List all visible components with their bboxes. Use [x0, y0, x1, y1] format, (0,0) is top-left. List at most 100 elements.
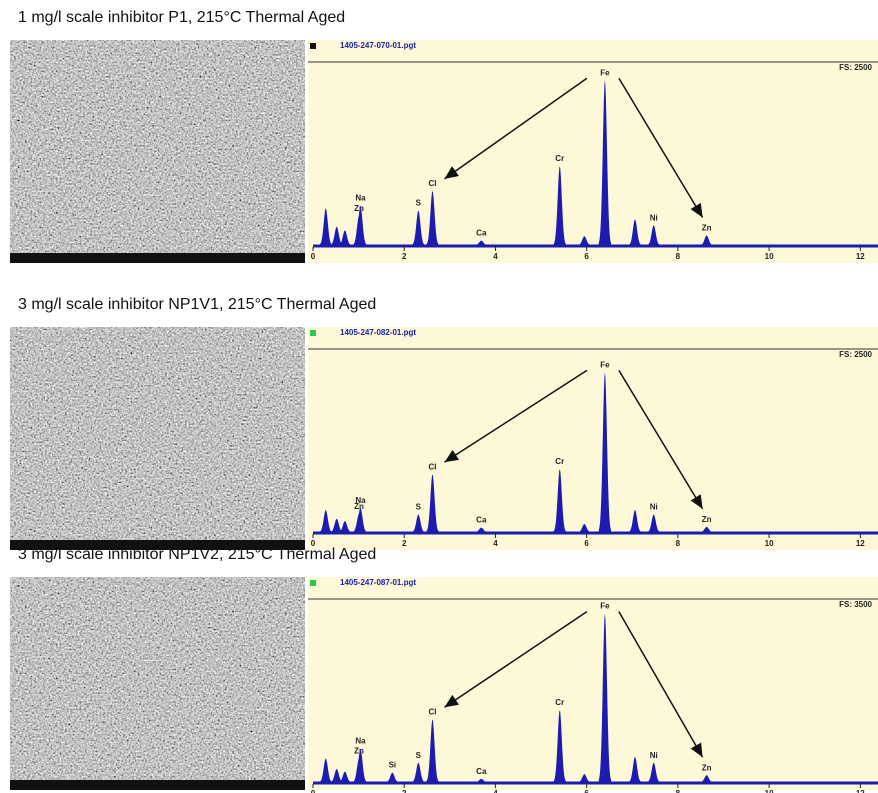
peak-label: Fe — [600, 68, 610, 77]
peak-label: Cr — [555, 154, 564, 163]
peak — [598, 372, 612, 532]
peak — [553, 709, 566, 782]
peak-label: Zn — [354, 747, 364, 756]
peak-label: Cr — [555, 698, 564, 707]
x-tick-label: 4 — [493, 252, 498, 261]
peak — [354, 507, 367, 532]
peak — [412, 210, 425, 245]
spectrum-bg — [308, 40, 878, 263]
x-tick-label: 12 — [856, 252, 865, 261]
peak — [475, 527, 488, 532]
x-tick-label: 2 — [402, 789, 407, 793]
peak — [426, 719, 439, 782]
peak — [412, 762, 425, 782]
peak — [578, 774, 591, 782]
peak — [426, 190, 439, 245]
peak-label: Zn — [354, 502, 364, 511]
peak-label: Zn — [702, 763, 712, 772]
peak — [647, 762, 660, 782]
peak-label: Na — [355, 194, 366, 203]
x-tick-label: 12 — [856, 789, 865, 793]
peak — [553, 469, 566, 532]
sem-image — [10, 577, 305, 790]
peak — [553, 165, 566, 245]
peak — [319, 208, 332, 245]
peak-label: S — [416, 503, 422, 512]
peak-label: Zn — [702, 515, 712, 524]
spectrum-bg — [308, 327, 878, 550]
peak — [354, 748, 367, 782]
peak — [475, 240, 488, 245]
peak — [412, 514, 425, 532]
peak-label: Fe — [600, 361, 610, 370]
peak-label: Na — [355, 737, 366, 746]
peak-label: Ca — [476, 516, 487, 525]
peak-label: Ca — [476, 767, 487, 776]
x-tick-label: 12 — [856, 539, 865, 548]
peak — [628, 510, 642, 532]
peak — [700, 775, 713, 782]
x-tick-label: 4 — [493, 539, 498, 548]
peak — [700, 526, 713, 532]
sem-image — [10, 40, 305, 263]
peak-label: Ni — [650, 503, 658, 512]
arrow — [444, 611, 588, 708]
arrow — [444, 77, 588, 180]
file-name: 1405-247-070-01.pgt — [340, 41, 416, 50]
x-tick-label: 10 — [765, 539, 774, 548]
x-tick-label: 0 — [311, 539, 316, 548]
peak-label: Zn — [702, 224, 712, 233]
fs-label: FS: 3500 — [839, 600, 872, 609]
x-tick-label: 2 — [402, 252, 407, 261]
arrow — [444, 369, 588, 463]
peak-label: Ni — [650, 213, 658, 222]
peak — [647, 225, 660, 245]
peak — [598, 80, 612, 245]
peak — [578, 236, 591, 245]
panel-title: 3 mg/l scale inhibitor NP1V2, 215°C Ther… — [18, 546, 376, 563]
peak-label: Cl — [428, 179, 436, 188]
x-tick-label: 8 — [676, 252, 681, 261]
arrow — [618, 370, 704, 510]
x-tick-label: 0 — [311, 789, 316, 793]
panel-title: 1 mg/l scale inhibitor P1, 215°C Thermal… — [18, 9, 345, 26]
peak-label: S — [416, 751, 422, 760]
peak — [319, 758, 332, 782]
peak-label: Cl — [428, 462, 436, 471]
panel-title: 3 mg/l scale inhibitor NP1V1, 215°C Ther… — [18, 296, 376, 313]
peak — [338, 771, 352, 782]
peak-label: S — [416, 199, 422, 208]
peak — [628, 756, 642, 782]
x-tick-label: 6 — [584, 789, 589, 793]
peak — [475, 778, 488, 782]
peak-label: Ca — [476, 229, 487, 238]
sem-image — [10, 327, 305, 550]
sem-footer — [10, 780, 305, 790]
x-tick-label: 8 — [676, 539, 681, 548]
peak — [700, 235, 713, 245]
x-tick-label: 2 — [402, 539, 407, 548]
x-tick-label: 6 — [584, 252, 589, 261]
peak — [330, 518, 343, 532]
arrow — [618, 611, 704, 758]
peak — [338, 230, 352, 245]
peak-label: Na — [355, 496, 366, 505]
x-tick-label: 8 — [676, 789, 681, 793]
peak — [338, 521, 352, 532]
peak — [354, 205, 367, 245]
fs-label: FS: 2500 — [839, 63, 872, 72]
peak — [330, 226, 343, 245]
peak — [330, 768, 343, 782]
peak — [598, 613, 612, 782]
marker — [310, 580, 316, 586]
peak — [647, 514, 660, 532]
x-tick-label: 0 — [311, 252, 316, 261]
marker — [310, 43, 316, 49]
peak-label: Fe — [600, 602, 610, 611]
arrow — [618, 77, 704, 218]
peak — [319, 510, 332, 532]
file-name: 1405-247-087-01.pgt — [340, 578, 416, 587]
peak-label: Cr — [555, 457, 564, 466]
x-tick-label: 10 — [765, 252, 774, 261]
fs-label: FS: 2500 — [839, 350, 872, 359]
